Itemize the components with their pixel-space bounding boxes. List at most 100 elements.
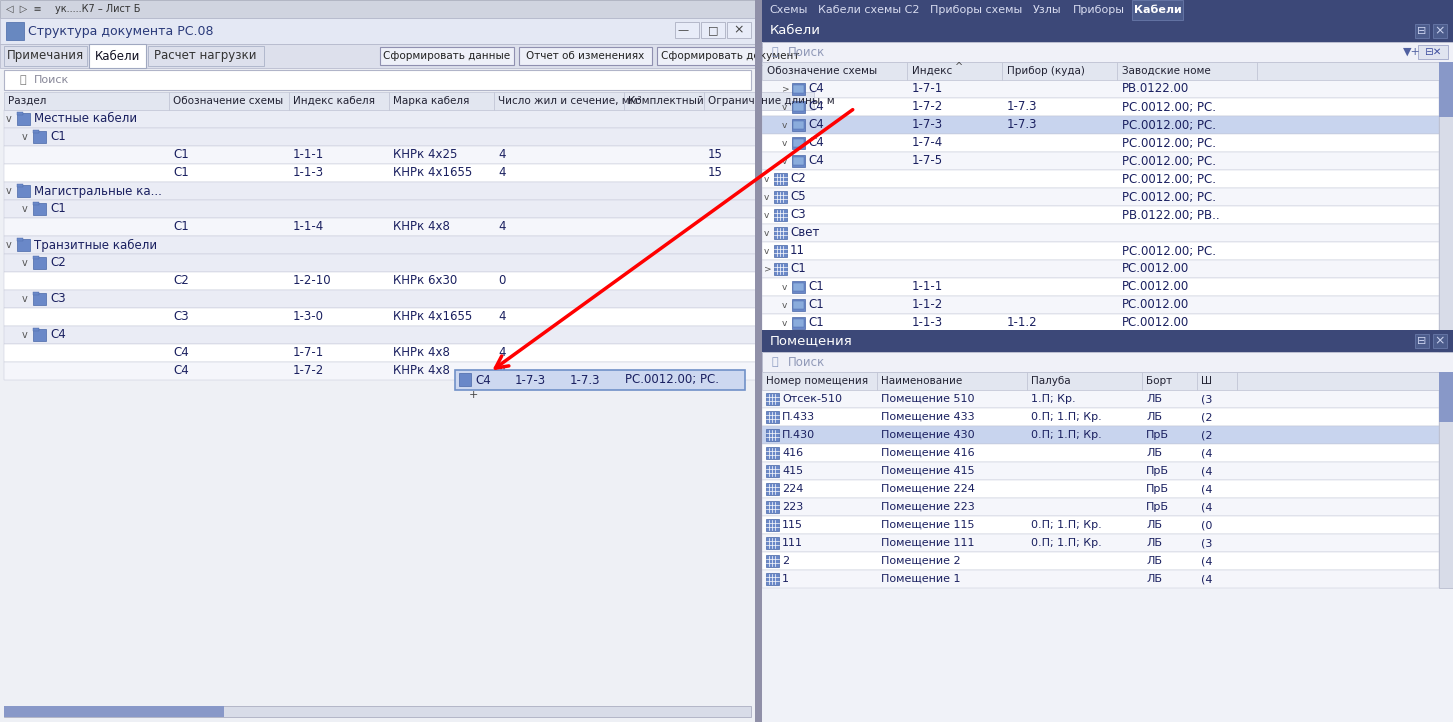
Text: С4: С4 — [808, 136, 824, 149]
Text: Помещение 2: Помещение 2 — [881, 556, 960, 566]
Text: ⊟✕: ⊟✕ — [1424, 47, 1441, 57]
Bar — [766, 429, 779, 441]
Text: (4: (4 — [1202, 574, 1212, 584]
Bar — [1415, 24, 1428, 38]
Bar — [33, 203, 46, 215]
Text: 1-7.3: 1-7.3 — [1007, 118, 1037, 131]
Text: v: v — [782, 139, 788, 147]
Text: РС.0012.00; РС.: РС.0012.00; РС. — [1122, 173, 1216, 186]
Bar — [4, 290, 814, 308]
Text: ЛБ: ЛБ — [1146, 574, 1162, 584]
Bar — [33, 328, 39, 331]
Text: КНРк 4х8: КНРк 4х8 — [392, 347, 450, 360]
Text: С2: С2 — [790, 173, 806, 186]
Text: РС.0012.00: РС.0012.00 — [1122, 352, 1189, 365]
Text: 224: 224 — [782, 484, 804, 494]
Bar — [4, 218, 814, 236]
Text: Раздел: Раздел — [9, 96, 46, 106]
Text: 111: 111 — [782, 538, 804, 548]
Text: v: v — [764, 246, 770, 256]
Text: Расчет нагрузки: Расчет нагрузки — [154, 50, 257, 63]
Text: Кабели схемы С2: Кабели схемы С2 — [818, 5, 920, 15]
Text: 1-2-10: 1-2-10 — [294, 274, 331, 287]
Text: ×: × — [1434, 25, 1446, 38]
Text: —: — — [677, 25, 689, 35]
Bar — [761, 170, 1438, 188]
Text: 4: 4 — [498, 167, 506, 180]
Text: 2: 2 — [782, 556, 789, 566]
Bar — [774, 227, 788, 239]
Text: Заводские номе: Заводские номе — [1122, 66, 1210, 76]
Bar — [455, 370, 745, 390]
Text: 1.П; Кр.: 1.П; Кр. — [1032, 394, 1075, 404]
Text: Индекс: Индекс — [912, 66, 952, 76]
Bar — [761, 480, 1438, 498]
Text: Помещение 1: Помещение 1 — [881, 574, 960, 584]
Bar — [148, 46, 263, 66]
Bar — [0, 0, 756, 18]
Bar — [761, 498, 1438, 516]
Text: Поиск: Поиск — [788, 355, 825, 368]
Text: 1-7-1: 1-7-1 — [294, 347, 324, 360]
Text: 415: 415 — [782, 466, 804, 476]
Text: Структура документа РС.08: Структура документа РС.08 — [28, 25, 214, 38]
Text: (3: (3 — [1202, 394, 1212, 404]
Bar — [793, 103, 804, 111]
Text: Сформировать данные: Сформировать данные — [384, 51, 510, 61]
Text: Индекс кабеля: Индекс кабеля — [294, 96, 375, 106]
Text: С1: С1 — [808, 334, 824, 347]
Bar — [761, 260, 1438, 278]
Text: Марка кабеля: Марка кабеля — [392, 96, 469, 106]
Text: (4: (4 — [1202, 556, 1212, 566]
Bar — [4, 200, 814, 218]
Text: v: v — [22, 132, 28, 142]
Bar — [793, 319, 804, 327]
Text: Помещение 224: Помещение 224 — [881, 484, 975, 494]
Text: РС.0012.00: РС.0012.00 — [1122, 263, 1189, 276]
Text: Комплектный: Комплектный — [628, 96, 703, 106]
Text: П.433: П.433 — [782, 412, 815, 422]
Text: С4: С4 — [808, 82, 824, 95]
Bar — [761, 116, 1438, 134]
Bar — [761, 188, 1438, 206]
Text: 1-7.3: 1-7.3 — [1007, 100, 1037, 113]
Text: ПрБ: ПрБ — [1146, 502, 1170, 512]
Text: 0.П; 1.П; Кр.: 0.П; 1.П; Кр. — [1032, 520, 1101, 530]
Bar — [0, 0, 756, 722]
Bar — [1415, 334, 1428, 348]
Text: Обозначение схемы: Обозначение схемы — [173, 96, 283, 106]
Bar — [33, 256, 39, 259]
Text: (3: (3 — [1202, 538, 1212, 548]
Text: ×: × — [734, 24, 744, 37]
Text: Кабели: Кабели — [770, 25, 821, 38]
Text: П.430: П.430 — [782, 430, 815, 440]
Text: 🔍: 🔍 — [20, 75, 26, 85]
Bar — [792, 299, 805, 311]
Text: v: v — [764, 193, 770, 201]
Text: Сформировать документ: Сформировать документ — [661, 51, 799, 61]
Text: (2: (2 — [1202, 412, 1212, 422]
Bar — [17, 185, 31, 197]
Text: 1-1-2: 1-1-2 — [912, 298, 943, 311]
Text: Ш: Ш — [1202, 376, 1212, 386]
Text: С1: С1 — [49, 131, 65, 144]
Text: Отсек-510: Отсек-510 — [782, 394, 841, 404]
Bar — [4, 236, 814, 254]
Text: КНРк 6х30: КНРк 6х30 — [392, 274, 458, 287]
Text: Помещение 416: Помещение 416 — [881, 448, 975, 458]
Text: >: > — [782, 84, 789, 94]
Bar — [792, 137, 805, 149]
Text: С1: С1 — [790, 263, 806, 276]
Text: 1-1-4: 1-1-4 — [294, 220, 324, 233]
Bar — [1433, 24, 1447, 38]
Text: 0: 0 — [498, 274, 506, 287]
Bar — [1257, 62, 1453, 80]
Bar — [33, 293, 46, 305]
Bar — [792, 83, 805, 95]
Bar — [4, 70, 751, 90]
Text: С2: С2 — [173, 274, 189, 287]
Bar — [0, 18, 756, 44]
Text: 1-7-3: 1-7-3 — [514, 373, 546, 386]
Text: v: v — [764, 228, 770, 238]
Text: ⊟: ⊟ — [1417, 26, 1427, 36]
